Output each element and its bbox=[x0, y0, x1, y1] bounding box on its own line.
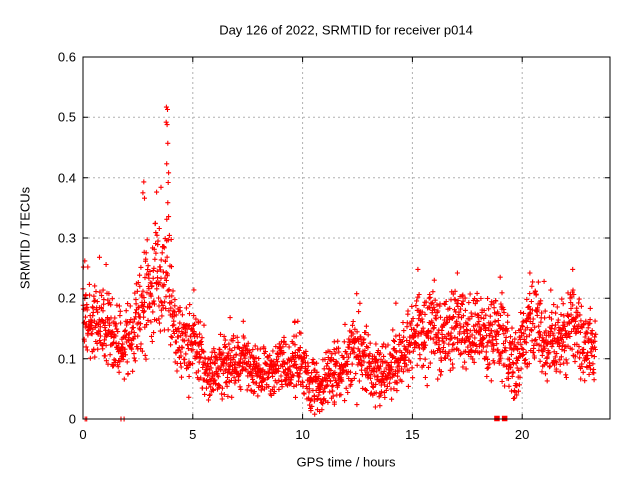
axis-ticks bbox=[82, 56, 610, 420]
y-tick-label: 0.1 bbox=[57, 351, 76, 367]
zero-square-markers bbox=[494, 415, 508, 422]
chart-title: Day 126 of 2022, SRMTID for receiver p01… bbox=[219, 22, 473, 38]
y-tick-label: 0.2 bbox=[57, 290, 76, 306]
x-tick-label: 0 bbox=[79, 427, 87, 442]
data-points bbox=[80, 104, 599, 422]
y-tick-label: 0 bbox=[68, 411, 76, 427]
y-tick-label: 0.5 bbox=[57, 109, 76, 125]
x-tick-label: 15 bbox=[405, 427, 420, 442]
y-tick-label: 0.3 bbox=[57, 230, 76, 246]
gridlines bbox=[83, 57, 610, 419]
y-tick-label: 0.6 bbox=[57, 49, 76, 65]
y-tick-label: 0.4 bbox=[57, 170, 76, 186]
x-tick-label: 10 bbox=[295, 427, 310, 442]
x-tick-label: 5 bbox=[189, 427, 197, 442]
x-tick-label: 20 bbox=[514, 427, 530, 442]
x-axis-label: GPS time / hours bbox=[296, 454, 396, 470]
y-axis-label: SRMTID / TECUs bbox=[17, 186, 33, 290]
